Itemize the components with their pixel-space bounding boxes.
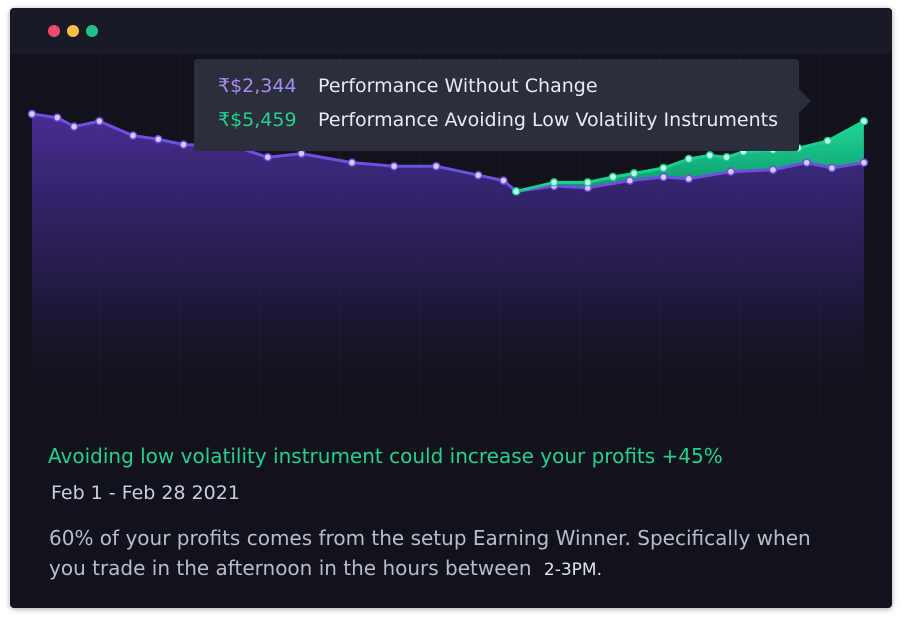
maximize-window-button[interactable] — [86, 25, 98, 37]
without-change-label: Performance Without Change — [318, 75, 598, 97]
point-avoiding-low-volatility-0 — [511, 187, 521, 196]
avoiding-low-volatility-value: ₹$5,459 — [218, 109, 297, 131]
avoiding-low-volatility-label: Performance Avoiding Low Volatility Inst… — [318, 109, 778, 131]
series-area-without-change — [32, 114, 864, 418]
point-avoiding-low-volatility-7 — [705, 151, 715, 160]
insight-description: 60% of your profits comes from the setup… — [49, 523, 839, 585]
point-without-change-10 — [347, 158, 357, 167]
date-range: Feb 1 - Feb 28 2021 — [51, 482, 240, 504]
point-without-change-12 — [431, 161, 441, 171]
point-without-change-5 — [154, 134, 163, 144]
time-range: 2-3PM. — [543, 560, 602, 580]
insight-headline: Avoiding low volatility instrument could… — [48, 444, 723, 468]
point-avoiding-low-volatility-5 — [659, 163, 668, 173]
description-text: 60% of your profits comes from the setup… — [49, 526, 811, 580]
point-without-change-9 — [297, 149, 306, 158]
close-window-button[interactable] — [48, 25, 60, 37]
point-without-change-6 — [179, 140, 188, 149]
point-without-change-21 — [726, 167, 736, 176]
chart-areas — [32, 114, 864, 418]
point-without-change-3 — [95, 116, 104, 126]
point-without-change-8 — [263, 152, 273, 162]
point-without-change-19 — [659, 172, 668, 182]
series-line-without-change — [31, 112, 865, 193]
point-without-change-4 — [128, 131, 138, 140]
performance-chart — [10, 54, 892, 418]
point-without-change-22 — [768, 165, 778, 175]
minimize-window-button[interactable] — [67, 25, 79, 37]
point-avoiding-low-volatility-1 — [549, 178, 559, 187]
point-without-change-2 — [69, 122, 79, 131]
window-titlebar — [10, 8, 892, 54]
without-change-value: ₹$2,344 — [218, 75, 297, 97]
point-avoiding-low-volatility-3 — [608, 172, 618, 182]
chart-tooltip: ₹$2,344 Performance Without Change ₹$5,4… — [194, 59, 811, 151]
point-avoiding-low-volatility-2 — [583, 178, 592, 187]
point-without-change-0 — [27, 109, 37, 119]
point-without-change-14 — [499, 176, 508, 185]
point-without-change-1 — [53, 113, 62, 122]
point-without-change-18 — [625, 176, 635, 185]
tooltip-row-without-change: ₹$2,344 Performance Without Change — [218, 75, 598, 101]
point-avoiding-low-volatility-8 — [722, 152, 731, 162]
performance-chart-svg — [27, 54, 869, 418]
point-avoiding-low-volatility-12 — [823, 136, 832, 146]
point-without-change-13 — [474, 170, 483, 180]
point-without-change-24 — [827, 163, 837, 173]
point-avoiding-low-volatility-4 — [629, 169, 639, 178]
point-without-change-20 — [684, 174, 694, 184]
point-without-change-25 — [859, 158, 869, 167]
chart-window: ₹$2,344 Performance Without Change ₹$5,4… — [10, 8, 892, 608]
point-avoiding-low-volatility-6 — [684, 154, 694, 164]
point-without-change-23 — [802, 158, 811, 167]
point-avoiding-low-volatility-13 — [859, 116, 869, 126]
point-without-change-11 — [389, 161, 399, 171]
tooltip-row-avoiding-low-volatility: ₹$5,459 Performance Avoiding Low Volatil… — [218, 109, 778, 135]
